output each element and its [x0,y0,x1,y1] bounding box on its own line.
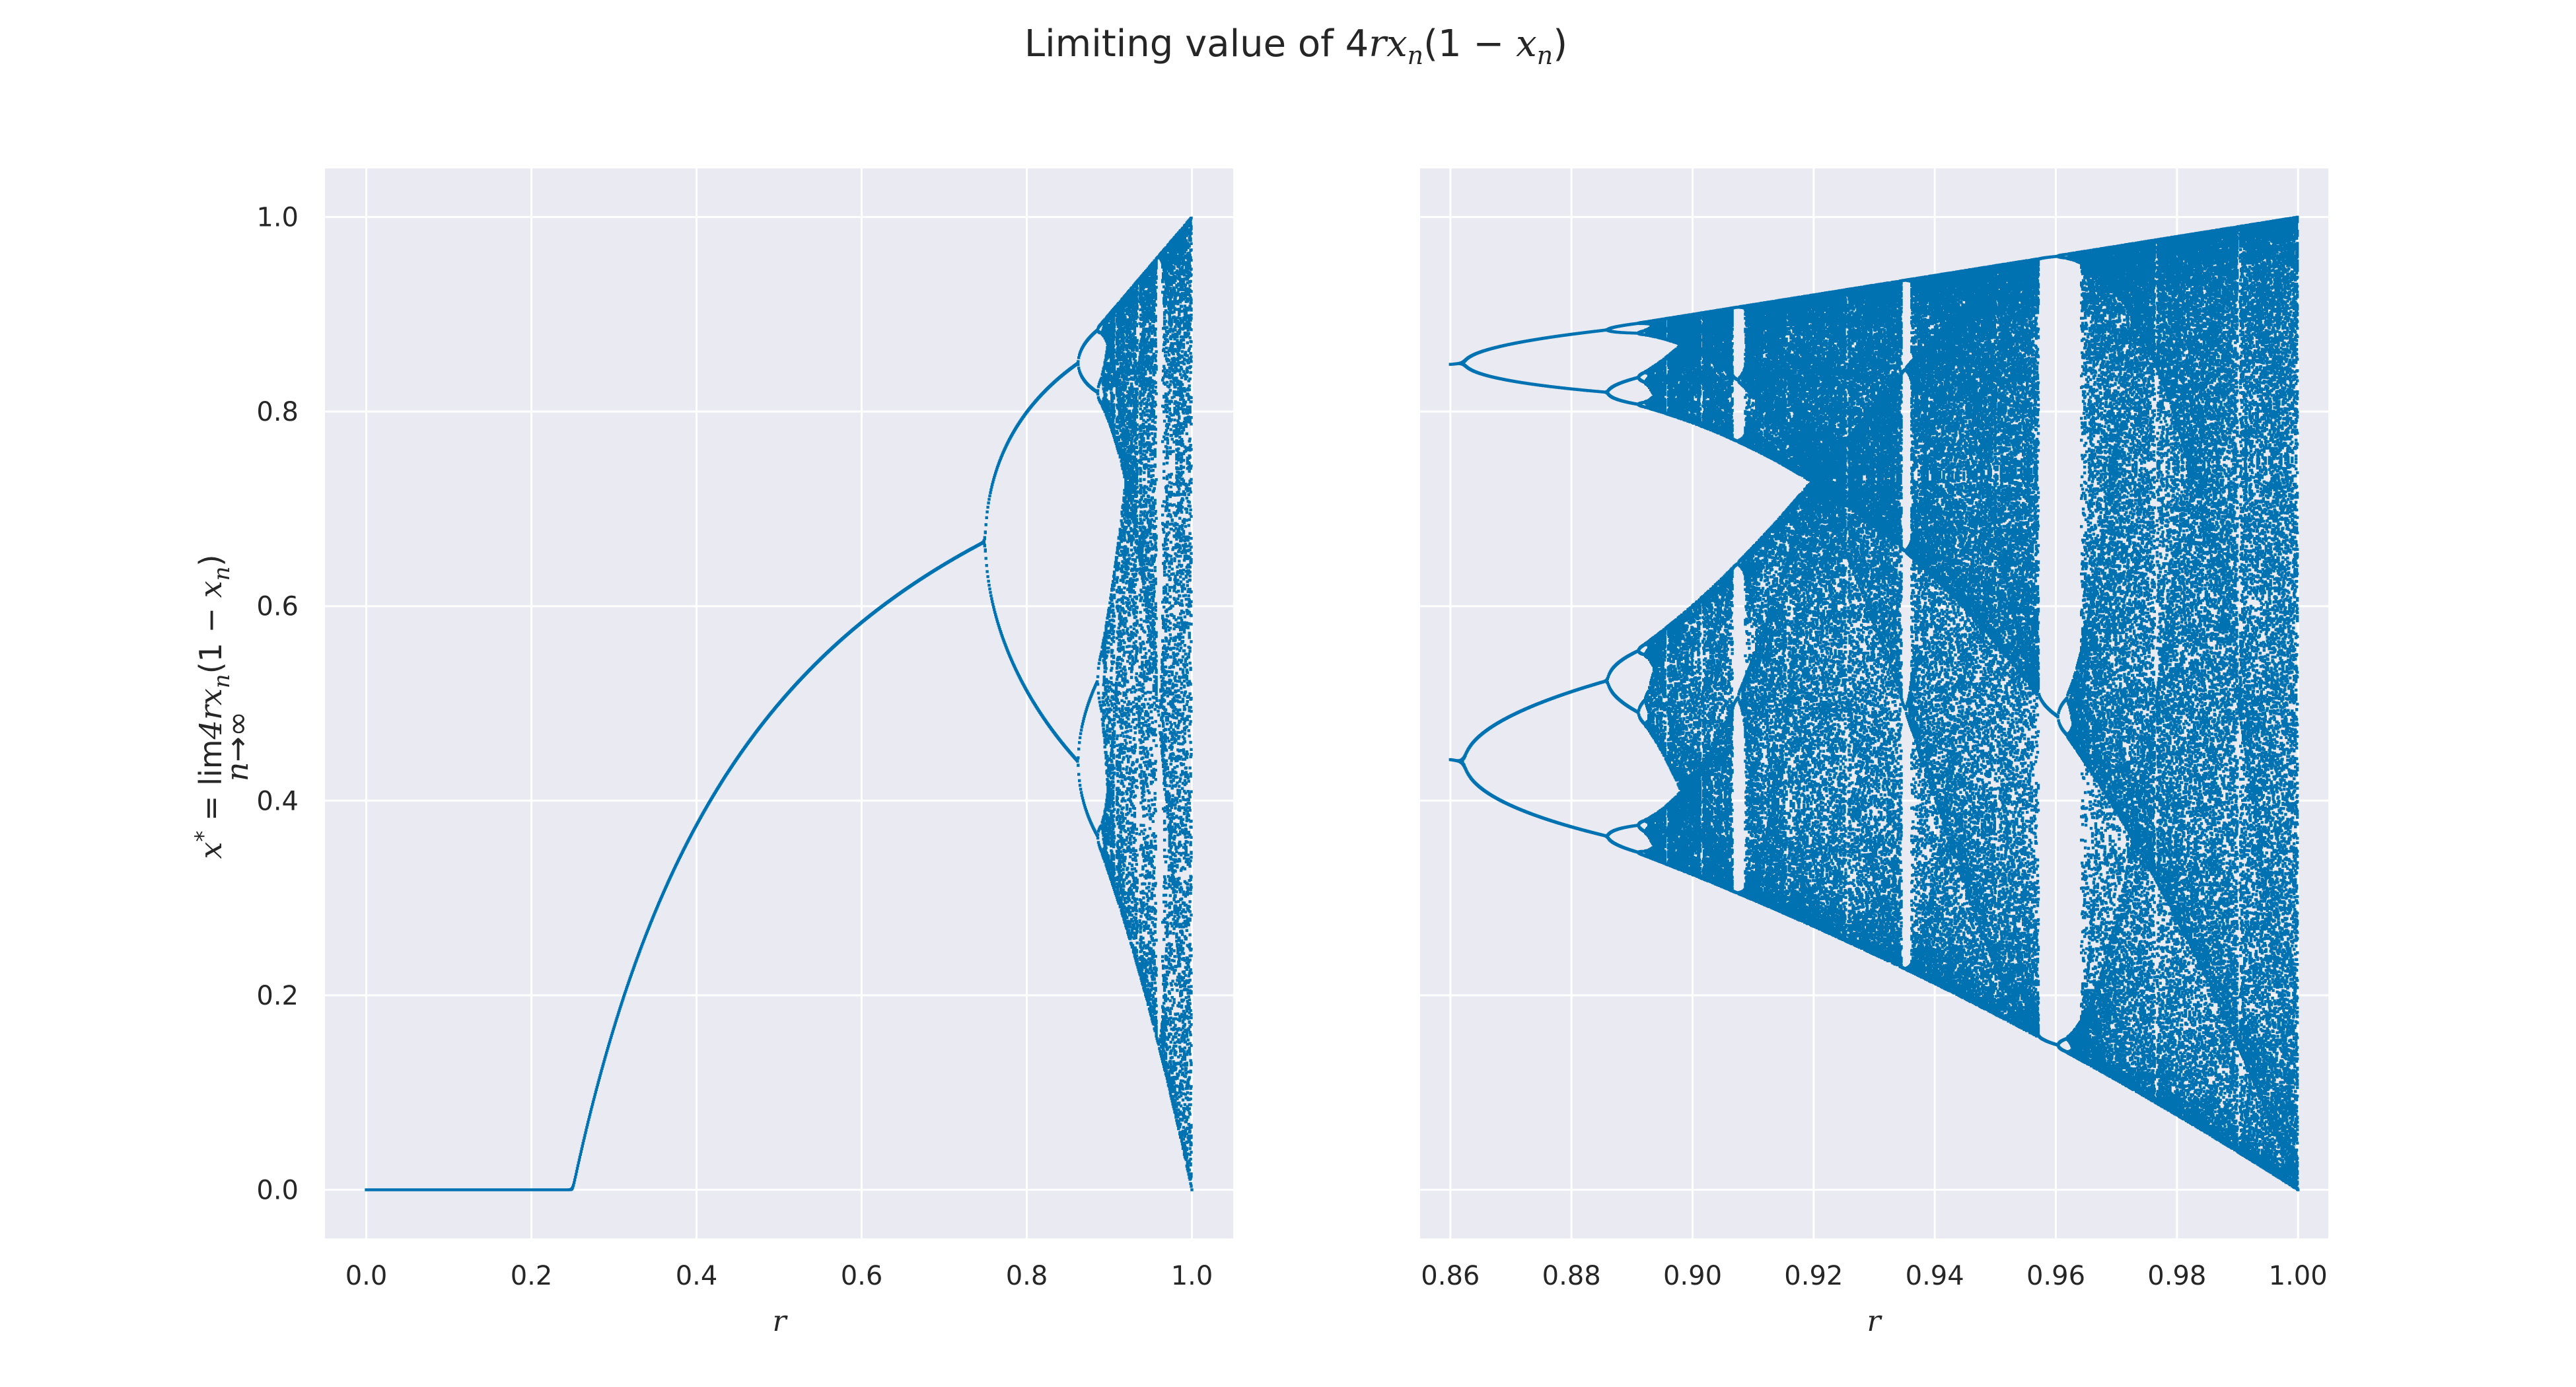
y-tick-label: 1.0 [256,203,299,233]
y-tick-label: 0.6 [256,592,299,622]
right-data-points [1449,215,2300,1191]
x-tick-label: 0.88 [1542,1261,1601,1291]
left-y-axis-label: x* = lim4rxn(1 − xn) [190,554,235,859]
y-tick-label: 0.8 [256,397,299,427]
x-tick-label: 0.6 [841,1261,883,1291]
right-chart: 0.86 0.88 0.90 0.92 0.94 0.96 0.98 1.00 r [1420,168,2328,1338]
x-tick-label: 0.96 [2026,1261,2085,1291]
x-tick-label: 0.8 [1006,1261,1048,1291]
x-tick-label: 0.4 [676,1261,718,1291]
x-tick-label: 0.92 [1784,1261,1843,1291]
x-tick-label: 1.0 [1171,1261,1213,1291]
scatter-points [1449,215,2300,1191]
y-tick-label: 0.0 [256,1175,299,1205]
left-chart: 0.0 0.2 0.4 0.6 0.8 1.0 0.00.20.40.60.81.0 r … [190,168,1233,1338]
x-tick-label: 0.94 [1906,1261,1964,1291]
x-tick-label: 0.2 [511,1261,553,1291]
left-y-axis-label-subscript: n→∞ [219,711,255,782]
scatter-points [365,217,1194,1191]
x-tick-label: 0.86 [1421,1261,1480,1291]
left-x-axis-label: r [772,1304,788,1338]
x-tick-label: 0.0 [345,1261,388,1291]
left-gridlines [325,168,1233,1238]
left-y-tick-labels: 0.0 0.2 0.4 0.6 0.8 1.0 [256,203,299,1206]
y-tick-label: 0.4 [256,786,299,816]
right-x-tick-labels: 0.86 0.88 0.90 0.92 0.94 0.96 0.98 1.00 [1421,1261,2327,1291]
right-x-axis-label: r [1867,1304,1882,1338]
figure-title: Limiting value of 4rxn(1 − xn) [1024,22,1567,70]
x-tick-label: 0.98 [2147,1261,2206,1291]
x-tick-label: 1.00 [2269,1261,2328,1291]
x-tick-label: 0.90 [1663,1261,1722,1291]
y-tick-label: 0.2 [256,981,299,1011]
left-x-tick-labels: 0.0 0.2 0.4 0.6 0.8 1.0 [345,1261,1213,1291]
left-data-points [365,217,1194,1191]
